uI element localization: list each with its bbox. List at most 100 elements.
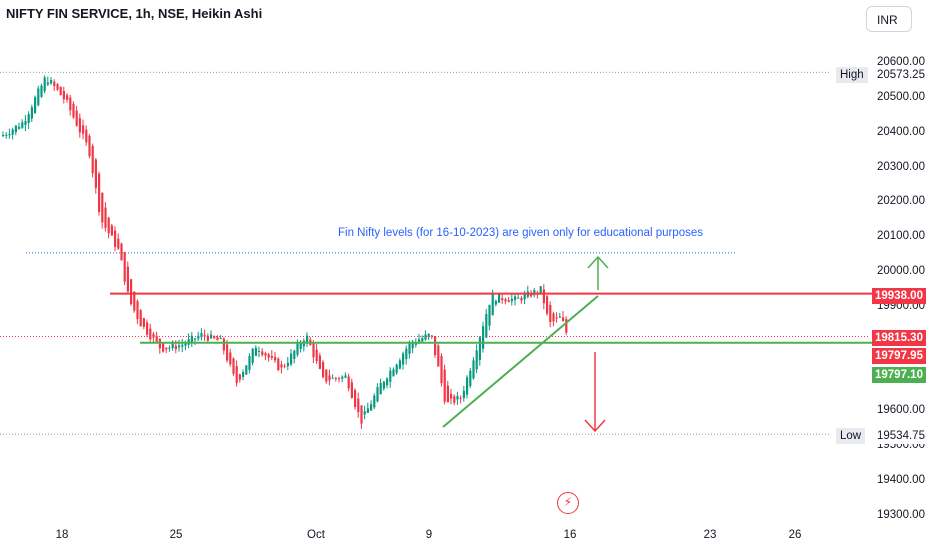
candle-body: [123, 251, 126, 282]
candle-body: [194, 338, 197, 340]
candle-body: [539, 286, 542, 293]
candle-body: [277, 358, 280, 371]
candle-body: [373, 395, 376, 408]
candle-body: [491, 293, 494, 316]
candle-body: [120, 243, 123, 261]
candle-body: [328, 375, 331, 381]
candle-body: [264, 353, 267, 356]
candle-body: [46, 82, 49, 85]
time-tick-label: Oct: [307, 529, 325, 541]
price-tick-label: 20300.00: [877, 160, 925, 173]
candle-body: [405, 348, 408, 360]
chart-annotation: Fin Nifty levels (for 16-10-2023) are gi…: [338, 227, 703, 239]
candle-body: [133, 291, 136, 311]
price-tick-label: 19300.00: [877, 509, 925, 521]
candle-body: [206, 335, 209, 341]
candle-body: [427, 333, 430, 338]
candlesticks: [2, 75, 568, 429]
price-tick-label: 20100.00: [877, 230, 925, 243]
candle-body: [34, 97, 37, 113]
time-tick-label: 25: [169, 529, 183, 541]
candle-body: [366, 408, 369, 413]
high-value: 20573.25: [875, 67, 927, 83]
candle-body: [190, 335, 193, 342]
candle-body: [411, 341, 414, 349]
candle-body: [11, 129, 14, 135]
low-value: 19534.75: [875, 428, 927, 444]
candle-body: [389, 370, 392, 382]
price-tick-label: 20600.00: [877, 56, 925, 68]
candle-body: [520, 297, 523, 301]
time-tick-label: 16: [563, 529, 577, 541]
candle-body: [280, 364, 283, 368]
candle-body: [75, 110, 78, 126]
candle-body: [114, 230, 117, 247]
candle-body: [155, 335, 158, 342]
candle-body: [392, 369, 395, 377]
candle-body: [216, 337, 219, 341]
candle-body: [562, 317, 565, 321]
candle-body: [507, 300, 510, 303]
support-price-tag: 19797.10: [872, 367, 926, 383]
candle-body: [152, 333, 155, 338]
candle-body: [78, 118, 81, 133]
candle-body: [226, 344, 229, 361]
candle-body: [270, 355, 273, 358]
candle-body: [94, 159, 97, 188]
candle-body: [370, 404, 373, 411]
time-tick-label: 23: [703, 529, 717, 541]
candle-body: [146, 322, 149, 335]
candle-body: [434, 336, 437, 356]
candle-body: [354, 390, 357, 407]
candle-body: [446, 385, 449, 403]
down-arrow-head: [584, 419, 606, 433]
candle-body: [456, 396, 459, 400]
candle-body: [174, 345, 177, 350]
candle-body: [350, 382, 353, 398]
candle-body: [466, 377, 469, 395]
candle-body: [200, 333, 203, 338]
candle-body: [459, 397, 462, 399]
candle-body: [363, 411, 366, 415]
candle-body: [565, 319, 568, 333]
time-tick-label: 9: [425, 529, 433, 541]
candle-body: [242, 372, 245, 378]
candle-body: [59, 86, 62, 96]
candle-body: [398, 360, 401, 369]
candle-body: [514, 296, 517, 301]
candle-body: [98, 173, 101, 212]
candle-body: [386, 378, 389, 386]
candle-body: [347, 376, 350, 389]
currency-button[interactable]: INR: [866, 6, 912, 32]
candle-body: [142, 318, 145, 327]
candle-body: [107, 217, 110, 234]
low-label: Low: [836, 428, 866, 444]
price-tick-label: 20400.00: [877, 125, 925, 138]
high-label: High: [836, 67, 868, 83]
resistance-price-tag: 19938.00: [872, 288, 926, 304]
candle-body: [238, 374, 241, 380]
candle-body: [498, 293, 501, 303]
candle-body: [443, 369, 446, 402]
candle-body: [286, 362, 289, 367]
candle-body: [325, 369, 328, 382]
candle-body: [219, 338, 222, 340]
candle-body: [549, 304, 552, 323]
candle-body: [203, 335, 206, 337]
candle-body: [126, 266, 129, 292]
candle-body: [552, 313, 555, 322]
candle-body: [440, 356, 443, 384]
candle-body: [72, 103, 75, 118]
last-price-tag: 19815.30: [872, 330, 926, 346]
candle-body: [104, 207, 107, 228]
candle-body: [395, 364, 398, 373]
candle-body: [488, 304, 491, 326]
candle-body: [267, 354, 270, 358]
candle-body: [254, 347, 257, 356]
flash-icon[interactable]: ⚡: [557, 492, 579, 514]
candle-body: [40, 85, 43, 97]
candle-body: [213, 336, 216, 339]
candle-body: [210, 334, 213, 339]
price-tick-label: 19600.00: [877, 404, 925, 417]
